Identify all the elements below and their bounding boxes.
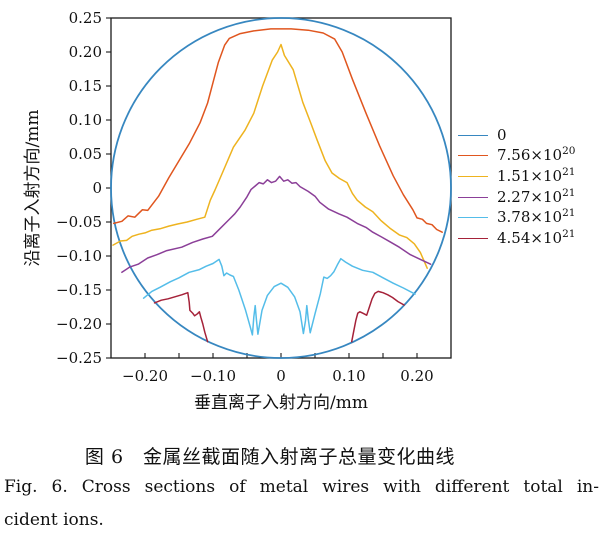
- figure-caption-zh: 图 6 金属丝截面随入射离子总量变化曲线: [84, 446, 456, 468]
- figure-caption-en-line2: cident ions.: [4, 510, 104, 530]
- y-tick-label: 0.10: [69, 111, 102, 129]
- y-tick-label: −0.20: [56, 315, 102, 333]
- y-tick-label: −0.05: [56, 213, 102, 231]
- series-2.27e1021: [121, 175, 432, 274]
- x-tick-label: 0.10: [332, 367, 365, 385]
- series-3.78e1021: [142, 257, 416, 336]
- y-tick-label: −0.25: [56, 349, 102, 367]
- x-tick-labels: −0.20 −0.10 0 0.10 0.20: [122, 367, 434, 385]
- legend-swatch-icon: [458, 217, 488, 219]
- x-tick-label: 0.20: [400, 367, 433, 385]
- x-axis-title: 垂直离子入射方向/mm: [194, 393, 368, 413]
- legend-item-5: 4.54×1021: [458, 228, 575, 249]
- legend-swatch-icon: [458, 196, 488, 198]
- y-tick-label: 0.20: [69, 43, 102, 61]
- legend-label: 4.54×1021: [497, 227, 576, 247]
- legend-swatch-icon: [458, 175, 488, 177]
- legend-item-0: 0: [458, 125, 575, 146]
- series-7.56e1020: [112, 28, 443, 233]
- legend-swatch-icon: [458, 134, 488, 136]
- series-0: [110, 17, 452, 359]
- legend-label: 0: [497, 125, 507, 144]
- y-tick-label: −0.15: [56, 281, 102, 299]
- y-tick-label: 0: [92, 179, 102, 197]
- legend-item-1: 7.56×1020: [458, 146, 575, 167]
- x-tick-label: −0.20: [122, 367, 168, 385]
- y-tick-labels: 0.25 0.20 0.15 0.10 0.05 0 −0.05 −0.10 −0.15 −0.2…: [56, 9, 102, 367]
- y-tick-label: 0.15: [69, 77, 102, 95]
- x-tick-label: 0: [276, 367, 286, 385]
- y-tick-label: −0.10: [56, 247, 102, 265]
- axis-ticks: [106, 17, 418, 359]
- legend-label: 2.27×1021: [497, 186, 576, 206]
- legend-item-2: 1.51×1021: [458, 166, 575, 187]
- chart-canvas: −0.20 −0.10 0 0.10 0.200.250.200.150.100.050…: [23, 9, 452, 413]
- chart-legend: 0 7.56×1020 1.51×1021 2.27×1021 3.78×1021 4.5…: [458, 125, 575, 249]
- y-axis-title: 沿离子入射方向/mm: [23, 110, 43, 267]
- x-tick-label: −0.10: [190, 367, 236, 385]
- y-tick-label: 0.05: [69, 145, 102, 163]
- legend-swatch-icon: [458, 155, 488, 157]
- legend-item-3: 2.27×1021: [458, 187, 575, 208]
- legend-label: 1.51×1021: [497, 165, 576, 185]
- series-4.54e1021: [153, 290, 405, 343]
- series-1.51e1021: [112, 43, 428, 269]
- y-tick-label: 0.25: [69, 9, 102, 27]
- legend-label: 3.78×1021: [497, 207, 576, 227]
- legend-item-4: 3.78×1021: [458, 207, 575, 228]
- legend-label: 7.56×1020: [497, 145, 576, 165]
- figure-caption-en-line1: Fig. 6. Cross sections of metal wires wi…: [4, 477, 599, 497]
- legend-swatch-icon: [458, 237, 488, 239]
